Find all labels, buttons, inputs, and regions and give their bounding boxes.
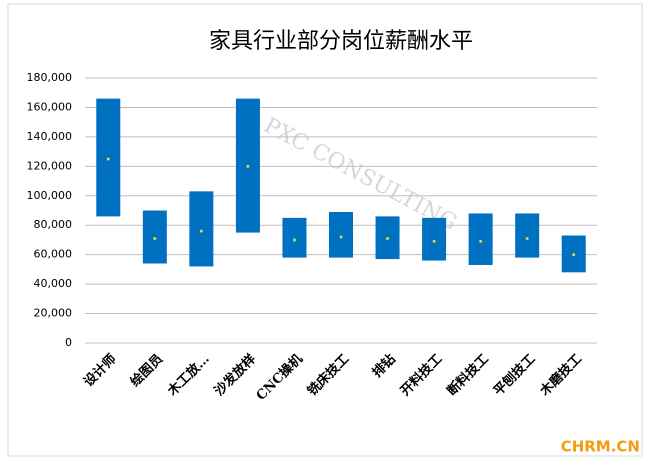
y-tick-label: 180,000 bbox=[27, 71, 73, 84]
range-bar bbox=[329, 211, 353, 258]
mid-marker bbox=[572, 253, 576, 257]
mid-marker bbox=[106, 157, 110, 161]
mid-marker bbox=[199, 229, 203, 233]
range-bar bbox=[189, 191, 214, 267]
mid-marker bbox=[479, 239, 483, 243]
mid-marker bbox=[432, 239, 436, 243]
mid-marker bbox=[525, 236, 529, 240]
source-label: CHRM.CN bbox=[561, 438, 640, 456]
mid-marker bbox=[153, 236, 157, 240]
range-bar bbox=[422, 217, 447, 261]
y-tick-label: 100,000 bbox=[27, 189, 73, 202]
mid-marker bbox=[246, 164, 250, 168]
mid-marker bbox=[292, 238, 296, 242]
mid-marker bbox=[339, 235, 343, 239]
range-bar bbox=[515, 213, 540, 258]
range-bar bbox=[282, 217, 307, 258]
y-tick-label: 0 bbox=[65, 336, 72, 349]
y-tick-label: 60,000 bbox=[34, 248, 73, 261]
y-tick-label: 40,000 bbox=[34, 277, 73, 290]
chart-title: 家具行业部分岗位薪酬水平 bbox=[209, 29, 473, 54]
mid-marker bbox=[386, 236, 390, 240]
y-tick-label: 160,000 bbox=[27, 100, 73, 113]
range-bar bbox=[468, 213, 493, 265]
y-tick-label: 140,000 bbox=[27, 130, 73, 143]
y-tick-label: 80,000 bbox=[34, 218, 73, 231]
y-tick-label: 20,000 bbox=[34, 307, 73, 320]
y-tick-label: 120,000 bbox=[27, 159, 73, 172]
